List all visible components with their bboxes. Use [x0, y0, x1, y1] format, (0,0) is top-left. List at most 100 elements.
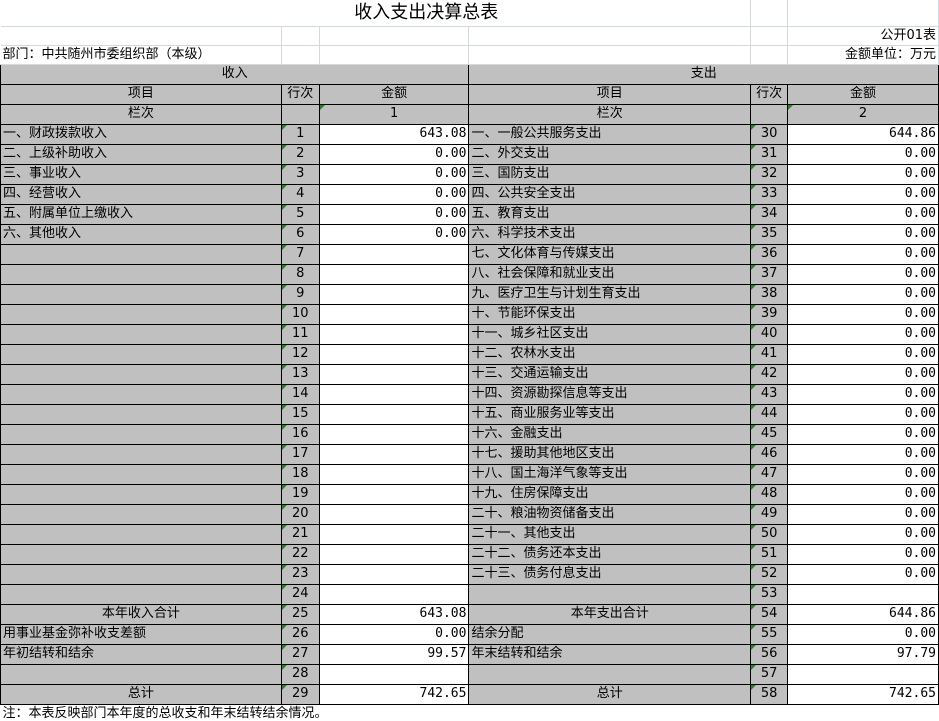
income-amount[interactable]: [318, 363, 470, 385]
income-line-number[interactable]: 23: [280, 563, 320, 585]
income-item[interactable]: [0, 583, 282, 605]
expense-amount[interactable]: 742.65: [787, 683, 939, 705]
expense-amount[interactable]: 0.00: [787, 543, 939, 565]
expense-amount[interactable]: 0.00: [787, 463, 939, 485]
income-item[interactable]: [0, 443, 282, 465]
income-line-number[interactable]: 28: [280, 663, 320, 685]
expense-item[interactable]: 十九、住房保障支出: [468, 483, 752, 505]
income-line-number[interactable]: 9: [280, 283, 320, 305]
expense-item[interactable]: [468, 663, 752, 685]
expense-item[interactable]: [468, 583, 752, 605]
income-amount[interactable]: [318, 243, 470, 265]
expense-amount[interactable]: 644.86: [787, 603, 939, 625]
expense-amount[interactable]: 0.00: [787, 343, 939, 365]
income-line-number[interactable]: 2: [280, 143, 320, 165]
expense-item[interactable]: 十一、城乡社区支出: [468, 323, 752, 345]
income-item[interactable]: 总计: [0, 683, 282, 705]
expense-line-number[interactable]: 36: [750, 243, 789, 265]
income-item[interactable]: [0, 263, 282, 285]
income-amount[interactable]: [318, 423, 470, 445]
income-line-number[interactable]: 13: [280, 363, 320, 385]
expense-amount[interactable]: 0.00: [787, 523, 939, 545]
income-item[interactable]: 用事业基金弥补收支差额: [0, 623, 282, 645]
income-item[interactable]: [0, 303, 282, 325]
expense-amount[interactable]: [787, 663, 939, 685]
income-item[interactable]: [0, 363, 282, 385]
income-item[interactable]: [0, 343, 282, 365]
income-amount[interactable]: [318, 383, 470, 405]
expense-amount[interactable]: 0.00: [787, 483, 939, 505]
income-line-number[interactable]: 24: [280, 583, 320, 605]
expense-amount[interactable]: 97.79: [787, 643, 939, 665]
income-line-number[interactable]: 7: [280, 243, 320, 265]
income-amount[interactable]: [318, 583, 470, 605]
income-amount[interactable]: [318, 263, 470, 285]
expense-item[interactable]: 十二、农林水支出: [468, 343, 752, 365]
expense-line-number[interactable]: 45: [750, 423, 789, 445]
income-amount[interactable]: [318, 403, 470, 425]
income-line-number[interactable]: 26: [280, 623, 320, 645]
expense-line-number[interactable]: 38: [750, 283, 789, 305]
income-line-number[interactable]: 3: [280, 163, 320, 185]
income-amount[interactable]: [318, 303, 470, 325]
expense-item[interactable]: 二十二、债务还本支出: [468, 543, 752, 565]
expense-item[interactable]: 总计: [468, 683, 752, 705]
income-amount[interactable]: 0.00: [318, 223, 470, 245]
expense-amount[interactable]: 0.00: [787, 623, 939, 645]
expense-amount[interactable]: 0.00: [787, 383, 939, 405]
income-item[interactable]: 五、附属单位上缴收入: [0, 203, 282, 225]
income-item[interactable]: [0, 383, 282, 405]
expense-line-number[interactable]: 47: [750, 463, 789, 485]
expense-line-number[interactable]: 43: [750, 383, 789, 405]
income-amount[interactable]: 0.00: [318, 623, 470, 645]
expense-item[interactable]: 六、科学技术支出: [468, 223, 752, 245]
income-item[interactable]: 六、其他收入: [0, 223, 282, 245]
expense-amount[interactable]: 0.00: [787, 423, 939, 445]
expense-line-number[interactable]: 31: [750, 143, 789, 165]
income-amount[interactable]: [318, 443, 470, 465]
expense-item[interactable]: 二十三、债务付息支出: [468, 563, 752, 585]
income-item[interactable]: 一、财政拨款收入: [0, 123, 282, 145]
income-item[interactable]: [0, 483, 282, 505]
expense-line-number[interactable]: 35: [750, 223, 789, 245]
income-item[interactable]: [0, 503, 282, 525]
income-line-number[interactable]: 10: [280, 303, 320, 325]
income-amount[interactable]: [318, 543, 470, 565]
income-amount[interactable]: [318, 663, 470, 685]
expense-item[interactable]: 三、国防支出: [468, 163, 752, 185]
income-line-number[interactable]: 12: [280, 343, 320, 365]
expense-line-number[interactable]: 33: [750, 183, 789, 205]
expense-item[interactable]: 结余分配: [468, 623, 752, 645]
expense-line-number[interactable]: 41: [750, 343, 789, 365]
expense-item[interactable]: 一、一般公共服务支出: [468, 123, 752, 145]
income-line-number[interactable]: 1: [280, 123, 320, 145]
expense-line-number[interactable]: 49: [750, 503, 789, 525]
expense-amount[interactable]: 0.00: [787, 223, 939, 245]
income-amount[interactable]: [318, 283, 470, 305]
income-item[interactable]: [0, 543, 282, 565]
income-amount[interactable]: 643.08: [318, 123, 470, 145]
expense-item[interactable]: 二十一、其他支出: [468, 523, 752, 545]
income-line-number[interactable]: 14: [280, 383, 320, 405]
expense-amount[interactable]: 0.00: [787, 183, 939, 205]
expense-item[interactable]: 二十、粮油物资储备支出: [468, 503, 752, 525]
income-line-number[interactable]: 29: [280, 683, 320, 705]
expense-item[interactable]: 八、社会保障和就业支出: [468, 263, 752, 285]
income-amount[interactable]: 99.57: [318, 643, 470, 665]
income-line-number[interactable]: 5: [280, 203, 320, 225]
expense-line-number[interactable]: 50: [750, 523, 789, 545]
expense-amount[interactable]: 0.00: [787, 143, 939, 165]
income-amount[interactable]: 0.00: [318, 203, 470, 225]
expense-item[interactable]: 本年支出合计: [468, 603, 752, 625]
expense-line-number[interactable]: 53: [750, 583, 789, 605]
expense-item[interactable]: 十六、金融支出: [468, 423, 752, 445]
expense-amount[interactable]: 0.00: [787, 403, 939, 425]
income-amount[interactable]: 0.00: [318, 163, 470, 185]
income-item[interactable]: [0, 283, 282, 305]
income-item[interactable]: [0, 243, 282, 265]
expense-amount[interactable]: 0.00: [787, 563, 939, 585]
expense-item[interactable]: 十、节能环保支出: [468, 303, 752, 325]
expense-amount[interactable]: 0.00: [787, 283, 939, 305]
expense-line-number[interactable]: 57: [750, 663, 789, 685]
income-line-number[interactable]: 25: [280, 603, 320, 625]
